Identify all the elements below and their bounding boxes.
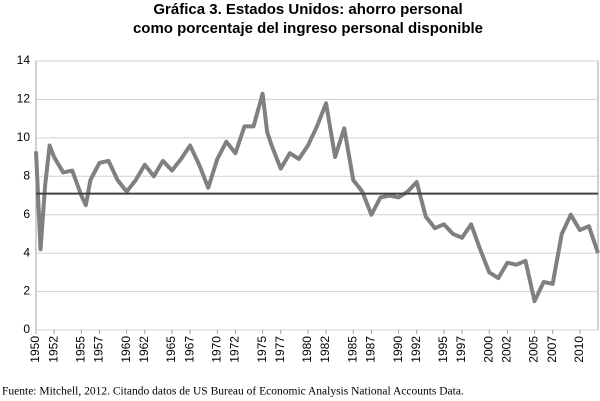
- chart-title: Gráfica 3. Estados Unidos: ahorro person…: [153, 1, 462, 18]
- x-tick-label: 2010: [572, 336, 586, 363]
- x-tick-label: 1980: [300, 336, 314, 363]
- x-tick-label: 1995: [436, 336, 450, 363]
- source-note: Fuente: Mitchell, 2012. Citando datos de…: [2, 386, 464, 398]
- x-tick-label: 1975: [255, 336, 269, 363]
- x-tick-label: 1957: [92, 336, 106, 363]
- x-tick-label: 1965: [164, 336, 178, 363]
- x-tick-label: 1997: [454, 336, 468, 363]
- plot-frame: [35, 60, 599, 331]
- x-tick-label: 1952: [46, 336, 60, 363]
- x-tick-label: 1985: [345, 336, 359, 363]
- y-tick-label: 12: [17, 92, 31, 106]
- x-tick-label: 1992: [409, 336, 423, 363]
- data-line: [34, 91, 600, 304]
- x-tick-label: 1987: [364, 336, 378, 363]
- chart-subtitle: como porcentaje del ingreso personal dis…: [133, 20, 483, 37]
- y-tick-label: 8: [23, 168, 30, 182]
- y-tick-label: 6: [23, 207, 30, 221]
- y-tick-label: 0: [23, 322, 30, 336]
- x-tick-label: 2002: [500, 336, 514, 363]
- x-tick-label: 2007: [545, 336, 559, 363]
- x-tick-label: 2000: [481, 336, 495, 363]
- x-tick-label: 2005: [527, 336, 541, 363]
- y-tick-label: 14: [17, 53, 31, 67]
- x-tick-label: 1950: [28, 336, 42, 363]
- y-tick-label: 2: [23, 284, 30, 298]
- x-tick-label: 1977: [273, 336, 287, 363]
- y-tick-label: 10: [17, 130, 31, 144]
- x-tick-label: 1967: [182, 336, 196, 363]
- x-tick-label: 1990: [391, 336, 405, 363]
- y-tick-label: 4: [23, 245, 30, 259]
- x-tick-label: 1972: [228, 336, 242, 363]
- x-tick-label: 1970: [209, 336, 223, 363]
- x-tick-label: 1962: [137, 336, 151, 363]
- x-tick-label: 1982: [318, 336, 332, 363]
- x-tick-label: 1960: [119, 336, 133, 363]
- x-tick-label: 1955: [73, 336, 87, 363]
